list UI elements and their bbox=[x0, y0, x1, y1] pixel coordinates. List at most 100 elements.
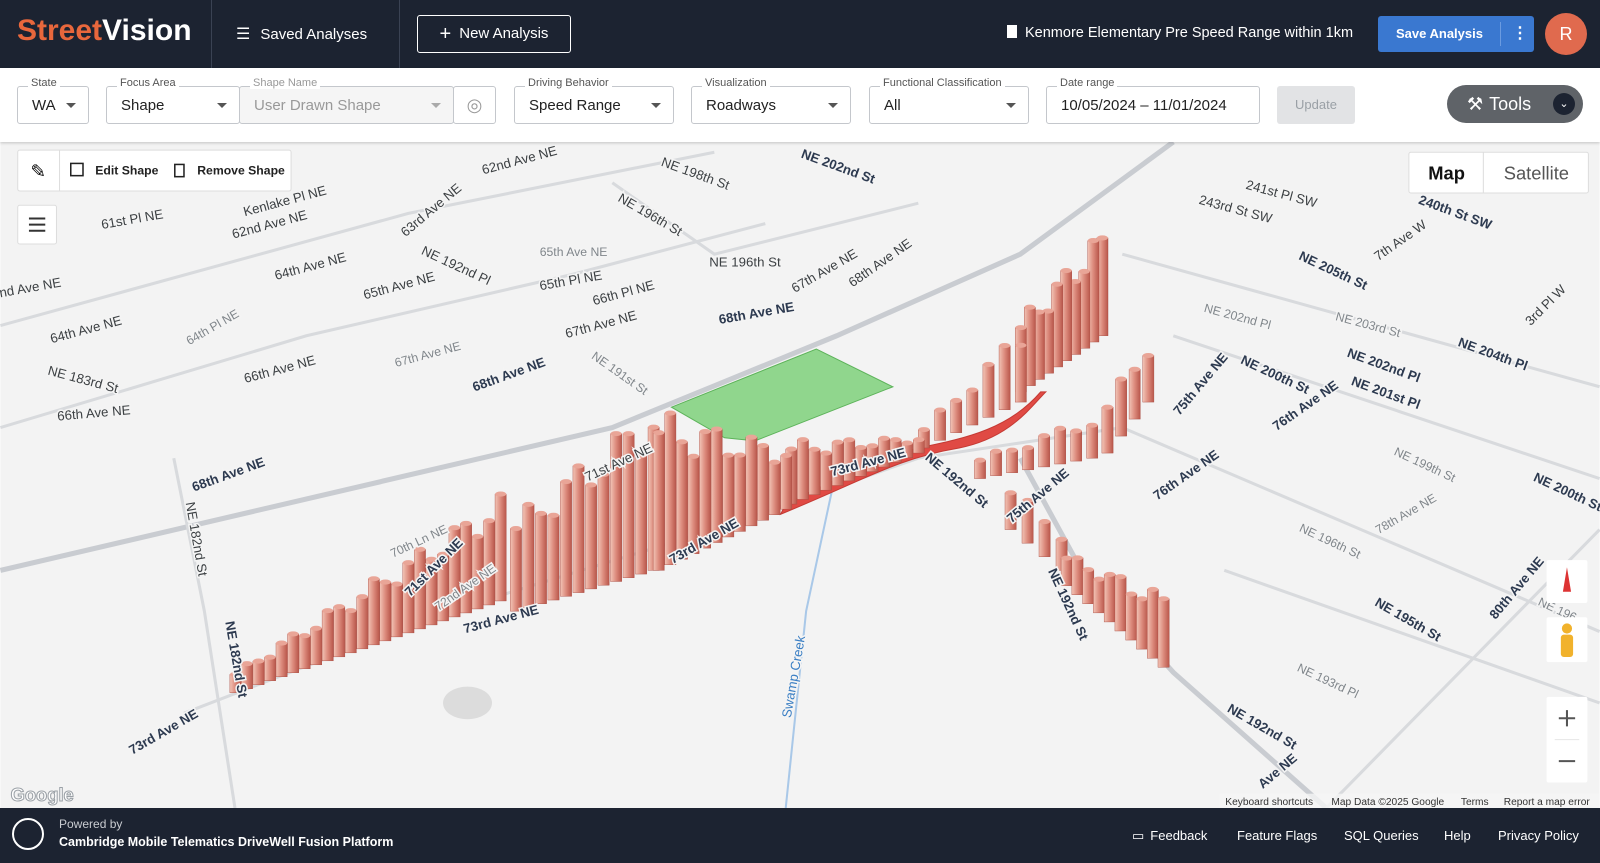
column-top bbox=[495, 491, 507, 497]
new-analysis-button[interactable]: + New Analysis bbox=[417, 15, 571, 53]
speed-column bbox=[287, 633, 299, 673]
speed-column bbox=[379, 581, 392, 642]
speed-column bbox=[1014, 345, 1027, 403]
column-top bbox=[622, 431, 635, 437]
platform-name: Cambridge Mobile Telematics DriveWell Fu… bbox=[59, 835, 394, 849]
field-label: Functional Classification bbox=[880, 77, 1005, 89]
column-top bbox=[745, 434, 758, 440]
column-top bbox=[448, 525, 461, 531]
focus-area-select[interactable]: Focus Area Shape bbox=[106, 77, 240, 124]
column-top bbox=[522, 501, 535, 507]
column-top bbox=[333, 604, 345, 610]
pencil-icon[interactable]: ✎ bbox=[30, 161, 45, 182]
dropdown-arrow bbox=[431, 103, 441, 108]
satellite-button[interactable]: Satellite bbox=[1504, 163, 1569, 184]
column-top bbox=[722, 452, 734, 458]
speed-column bbox=[572, 465, 585, 593]
speed-column bbox=[275, 642, 288, 677]
field-value: All bbox=[884, 97, 901, 114]
speed-column bbox=[652, 432, 665, 571]
tools-button[interactable]: ⚒ Tools ⌄ bbox=[1447, 85, 1583, 123]
speed-column bbox=[1101, 406, 1114, 454]
column-top bbox=[797, 437, 809, 443]
logo[interactable]: StreetVision bbox=[17, 14, 192, 48]
privacy-policy-link[interactable]: Privacy Policy bbox=[1498, 828, 1579, 843]
column-top bbox=[299, 633, 311, 639]
speed-column bbox=[522, 504, 535, 608]
speed-column bbox=[1054, 428, 1066, 465]
speed-column bbox=[974, 460, 986, 479]
speed-column bbox=[264, 656, 276, 681]
column-top bbox=[1061, 555, 1073, 561]
column-top bbox=[368, 576, 380, 582]
map[interactable]: 62nd Ave NE NE 198th St NE 202nd StKenlake… bbox=[0, 142, 1600, 808]
column-top bbox=[572, 463, 585, 469]
more-icon[interactable]: ⋮ bbox=[1512, 25, 1528, 42]
speed-column bbox=[1086, 425, 1099, 459]
saved-text: Saved Analyses bbox=[260, 26, 368, 43]
terms[interactable]: Terms bbox=[1461, 797, 1489, 808]
feedback-link[interactable]: ▭ Feedback bbox=[1132, 828, 1207, 844]
sql-queries-link[interactable]: SQL Queries bbox=[1344, 828, 1419, 843]
column-top bbox=[275, 640, 288, 646]
speed-column bbox=[934, 409, 946, 441]
column-top bbox=[855, 444, 867, 451]
edit-shape[interactable]: Edit Shape bbox=[95, 164, 158, 178]
date-range-input[interactable]: Date range 10/05/2024 – 11/01/2024 bbox=[1046, 77, 1260, 124]
field-label: Shape Name bbox=[250, 77, 321, 89]
column-top bbox=[1060, 268, 1072, 274]
filter-bar: State WA Focus Area Shape Shape Name User D… bbox=[0, 68, 1600, 142]
column-top bbox=[1082, 567, 1094, 573]
column-top bbox=[1033, 309, 1045, 315]
google-logo: Google bbox=[11, 784, 74, 805]
column-top bbox=[769, 459, 781, 465]
speed-column bbox=[966, 389, 979, 426]
speed-column bbox=[391, 583, 403, 638]
feature-flags-link[interactable]: Feature Flags bbox=[1237, 828, 1318, 843]
column-top bbox=[287, 631, 299, 637]
zoom-in[interactable] bbox=[1558, 710, 1576, 727]
column-top bbox=[653, 430, 665, 436]
locate-button[interactable]: ◎ bbox=[453, 86, 496, 124]
column-top bbox=[843, 437, 855, 443]
remove-shape[interactable]: Remove Shape bbox=[197, 164, 285, 178]
pond bbox=[443, 686, 492, 720]
column-top bbox=[535, 510, 547, 517]
visualization-select[interactable]: Visualization Roadways bbox=[691, 77, 851, 124]
functional-classification-select[interactable]: Functional Classification All bbox=[869, 77, 1029, 124]
speed-column bbox=[1128, 369, 1141, 420]
update-button[interactable]: Update bbox=[1277, 86, 1355, 124]
state-select[interactable]: State WA bbox=[17, 77, 89, 124]
column-top bbox=[966, 387, 978, 393]
header: StreetVision ☰ Saved Analyses + New Analys… bbox=[0, 0, 1600, 68]
speed-column bbox=[1070, 430, 1082, 462]
speed-column bbox=[1157, 598, 1170, 668]
saved-analyses[interactable]: ☰ Saved Analyses bbox=[236, 24, 367, 44]
column-top bbox=[1086, 422, 1098, 428]
map-button[interactable]: Map bbox=[1428, 163, 1465, 184]
column-top bbox=[471, 533, 484, 540]
speed-column bbox=[1136, 598, 1148, 650]
keyboard-shortcuts[interactable]: Keyboard shortcuts bbox=[1225, 797, 1313, 808]
draw-toolbar bbox=[17, 149, 292, 192]
column-top bbox=[1038, 519, 1051, 525]
speed-column bbox=[494, 493, 507, 602]
save-button[interactable]: Save Analysis ⋮ bbox=[1378, 16, 1534, 52]
column-top bbox=[1087, 238, 1099, 244]
column-top bbox=[425, 556, 438, 562]
field-label: Visualization bbox=[702, 77, 770, 89]
driving-behavior-select[interactable]: Driving Behavior Speed Range bbox=[514, 77, 674, 124]
column-top bbox=[982, 361, 995, 367]
save-text: Save Analysis bbox=[1396, 26, 1483, 41]
column-top bbox=[610, 431, 622, 437]
help-link[interactable]: Help bbox=[1444, 828, 1471, 843]
column-top bbox=[1015, 325, 1027, 331]
cmt-logo bbox=[12, 818, 44, 850]
pegman-body bbox=[1560, 634, 1574, 658]
column-top bbox=[1051, 281, 1063, 287]
avatar[interactable]: R bbox=[1545, 13, 1587, 55]
report-error[interactable]: Report a map error bbox=[1504, 797, 1591, 808]
shape-name-select[interactable]: Shape Name User Drawn Shape bbox=[239, 77, 454, 124]
